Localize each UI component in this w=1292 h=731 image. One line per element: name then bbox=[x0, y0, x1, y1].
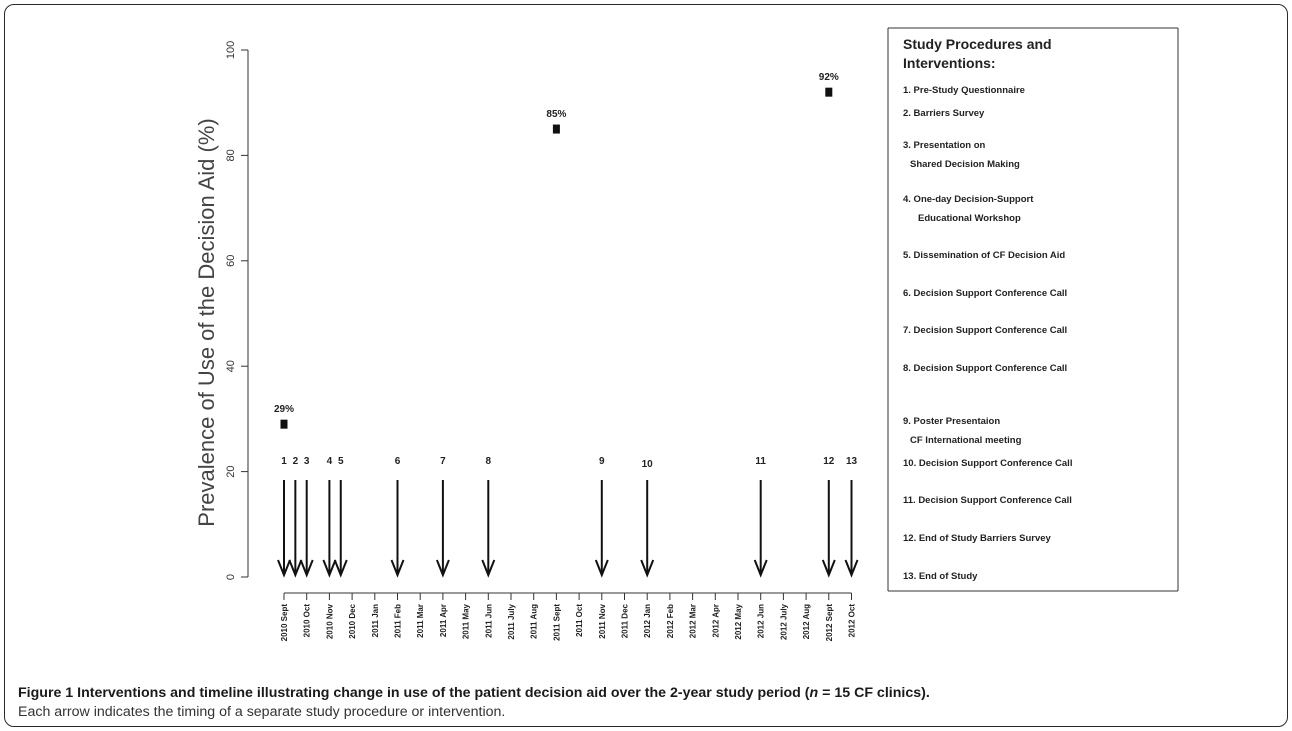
legend-title: Study Procedures and bbox=[903, 36, 1052, 52]
event-arrow-head bbox=[821, 559, 836, 578]
x-tick-label: 2012 Apr bbox=[711, 604, 720, 638]
event-arrow-head bbox=[753, 559, 768, 578]
y-tick-label: 80 bbox=[225, 149, 237, 161]
event-number: 10 bbox=[642, 459, 654, 470]
x-tick-label: 2010 Oct bbox=[303, 604, 312, 638]
event-arrow-head bbox=[594, 559, 609, 578]
x-tick-label: 2011 May bbox=[462, 603, 471, 639]
legend-item-text: 4. One-day Decision-Support bbox=[903, 194, 1034, 205]
caption-bold-text: Interventions and timeline illustrating … bbox=[77, 685, 930, 701]
legend-item-text: Shared Decision Making bbox=[910, 159, 1020, 170]
event-number: 2 bbox=[293, 456, 299, 467]
caption-bold-pre: Interventions and timeline illustrating … bbox=[77, 685, 810, 701]
x-tick-label: 2012 Sept bbox=[825, 604, 834, 642]
y-tick-label: 0 bbox=[225, 574, 237, 580]
x-tick-label: 2010 Sept bbox=[280, 604, 289, 642]
x-tick-label: 2012 Jun bbox=[757, 604, 766, 638]
event-number: 9 bbox=[599, 456, 605, 467]
event-number: 13 bbox=[846, 456, 858, 467]
data-label: 85% bbox=[546, 109, 566, 120]
legend-item-text: 2. Barriers Survey bbox=[903, 108, 985, 119]
caption-n: n bbox=[809, 685, 819, 701]
legend-item-text: 1. Pre-Study Questionnaire bbox=[903, 85, 1025, 96]
x-tick-label: 2011 Jun bbox=[484, 604, 493, 638]
x-tick-label: 2010 Dec bbox=[348, 603, 357, 638]
x-tick-label: 2011 Dec bbox=[621, 603, 630, 638]
legend-item-text: 9. Poster Presentaion bbox=[903, 416, 1000, 427]
caption-title: Figure 1 Interventions and timeline illu… bbox=[18, 684, 1268, 703]
data-point bbox=[280, 419, 288, 429]
event-number: 7 bbox=[440, 456, 446, 467]
event-number: 6 bbox=[395, 456, 401, 467]
x-tick-label: 2010 Nov bbox=[325, 603, 334, 639]
event-number: 11 bbox=[755, 456, 766, 467]
y-tick-label: 40 bbox=[225, 360, 237, 372]
y-tick-label: 20 bbox=[225, 465, 237, 477]
x-tick-label: 2011 July bbox=[507, 603, 516, 639]
legend-item-text: 5. Dissemination of CF Decision Aid bbox=[903, 250, 1065, 261]
x-tick-label: 2011 Mar bbox=[416, 604, 425, 638]
figure-caption: Figure 1 Interventions and timeline illu… bbox=[18, 684, 1268, 722]
figure-frame bbox=[4, 4, 1288, 727]
event-arrow-head bbox=[333, 559, 348, 578]
event-arrow-head bbox=[844, 559, 859, 578]
legend-item-text: 13. End of Study bbox=[903, 571, 978, 582]
x-tick-label: 2011 Oct bbox=[575, 604, 584, 637]
x-tick-label: 2012 Aug bbox=[802, 604, 811, 639]
data-label: 29% bbox=[274, 404, 294, 415]
timeline-chart: 0 20 40 60 80 100 Prevalence of Use of the Dec… bbox=[194, 27, 1179, 642]
x-tick-label: 2012 Feb bbox=[666, 604, 675, 638]
x-tick-label: 2011 Feb bbox=[394, 604, 403, 638]
event-arrow-head bbox=[288, 559, 303, 578]
event-number: 1 bbox=[281, 456, 287, 467]
event-number: 8 bbox=[486, 456, 492, 467]
legend-item-text: 10. Decision Support Conference Call bbox=[903, 458, 1072, 469]
legend-title: Interventions: bbox=[903, 55, 996, 71]
x-tick-label: 2011 Nov bbox=[598, 603, 607, 638]
caption-figure-label: Figure 1 bbox=[18, 685, 74, 701]
legend-item-text: 7. Decision Support Conference Call bbox=[903, 325, 1067, 336]
caption-description: Each arrow indicates the timing of a sep… bbox=[18, 704, 506, 720]
x-tick-label: 2012 Mar bbox=[689, 604, 698, 638]
caption-bold-post: = 15 CF clinics). bbox=[818, 685, 930, 701]
x-tick-label: 2011 Sept bbox=[552, 604, 561, 641]
legend-item-text: 12. End of Study Barriers Survey bbox=[903, 533, 1052, 544]
x-tick-label: 2011 Apr bbox=[439, 604, 448, 637]
event-arrow-head bbox=[277, 559, 291, 578]
event-arrow-head bbox=[390, 559, 405, 578]
legend-item-text: 8. Decision Support Conference Call bbox=[903, 363, 1067, 374]
x-tick-label: 2011 Jan bbox=[371, 604, 380, 637]
legend-item-text: CF International meeting bbox=[910, 435, 1022, 446]
x-tick-label: 2012 Jan bbox=[643, 604, 652, 638]
legend-item-text: 6. Decision Support Conference Call bbox=[903, 288, 1067, 299]
event-arrow-head bbox=[481, 559, 496, 578]
y-tick-label: 100 bbox=[225, 41, 237, 59]
event-number: 12 bbox=[823, 456, 835, 467]
event-arrow-head bbox=[640, 559, 655, 578]
event-number: 5 bbox=[338, 456, 344, 467]
data-point bbox=[825, 87, 833, 97]
event-number: 4 bbox=[327, 456, 333, 467]
y-axis-title: Prevalence of Use of the Decision Aid (%… bbox=[194, 118, 219, 526]
legend-item-text: 3. Presentation on bbox=[903, 140, 986, 151]
event-number: 3 bbox=[304, 456, 310, 467]
data-label: 92% bbox=[819, 72, 839, 83]
event-arrow-head bbox=[322, 559, 337, 578]
legend-item-text: 11. Decision Support Conference Call bbox=[903, 495, 1072, 506]
x-tick-label: 2012 May bbox=[734, 603, 743, 639]
x-tick-label: 2012 July bbox=[779, 603, 788, 640]
event-arrow-head bbox=[299, 559, 314, 578]
y-tick-label: 60 bbox=[225, 255, 237, 267]
x-tick-label: 2012 Oct bbox=[848, 604, 857, 638]
x-tick-label: 2011 Aug bbox=[530, 604, 539, 639]
event-arrow-head bbox=[435, 559, 450, 578]
legend-item-text: Educational Workshop bbox=[918, 213, 1021, 224]
data-point bbox=[552, 124, 560, 134]
